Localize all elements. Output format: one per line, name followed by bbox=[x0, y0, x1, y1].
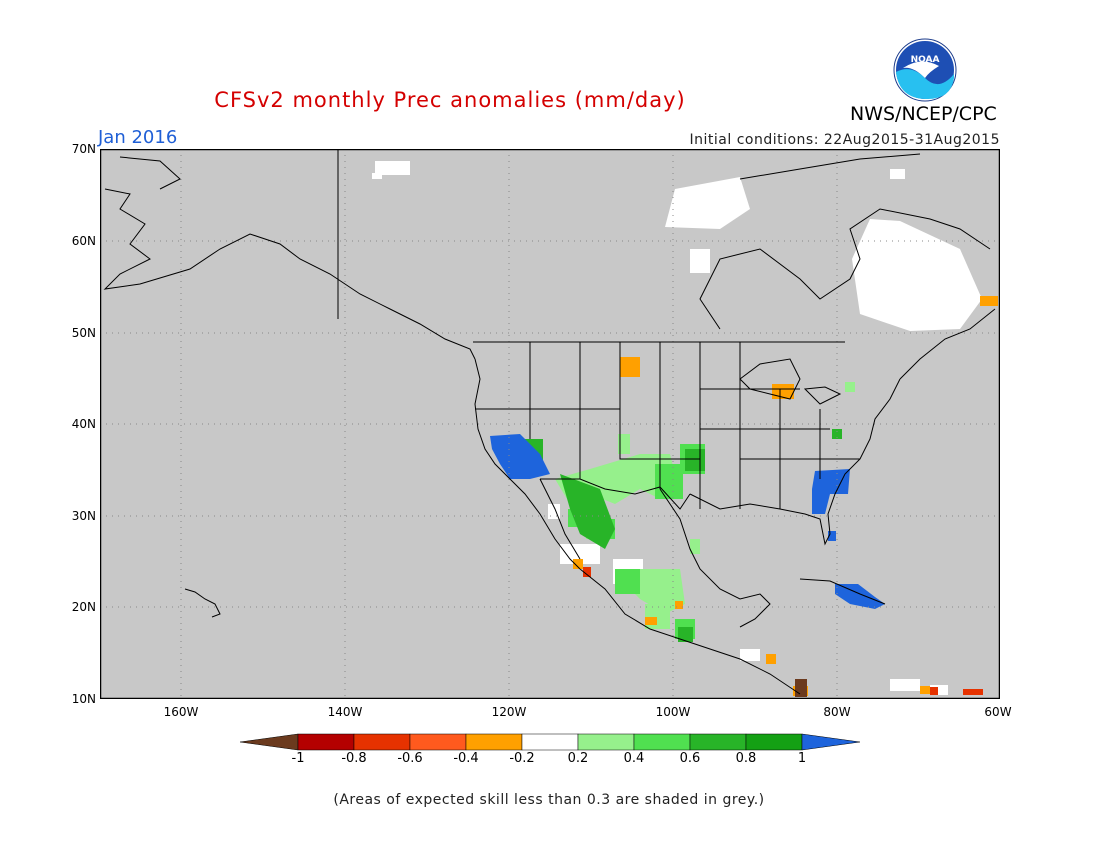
map-title: CFSv2 monthly Prec anomalies (mm/day) bbox=[214, 88, 686, 112]
legend-swatch bbox=[689, 733, 747, 751]
legend-swatch bbox=[297, 733, 355, 751]
svg-text:NOAA: NOAA bbox=[911, 55, 940, 65]
skill-footnote: (Areas of expected skill less than 0.3 a… bbox=[333, 792, 765, 808]
anomaly-orange-regions bbox=[573, 296, 998, 696]
initial-conditions: Initial conditions: 22Aug2015-31Aug2015 bbox=[689, 132, 1000, 148]
lat-label: 70N bbox=[71, 142, 96, 156]
lat-label: 60N bbox=[71, 234, 96, 248]
lon-label: 120W bbox=[491, 705, 527, 719]
lat-label: 30N bbox=[71, 509, 96, 523]
legend-swatch bbox=[745, 733, 803, 751]
lat-label: 10N bbox=[71, 692, 96, 706]
political-borders bbox=[337, 149, 860, 510]
agency-label: NWS/NCEP/CPC bbox=[850, 103, 997, 125]
lon-label: 60W bbox=[984, 705, 1012, 719]
legend-swatch bbox=[801, 733, 860, 751]
legend-label: 0.2 bbox=[567, 751, 589, 766]
precipitation-anomaly-map bbox=[100, 149, 1000, 699]
lat-label: 50N bbox=[71, 326, 96, 340]
coastlines bbox=[103, 153, 996, 695]
noaa-logo-icon: NOAA bbox=[893, 38, 957, 102]
legend-swatch bbox=[577, 733, 635, 751]
legend-label: -0.4 bbox=[453, 751, 479, 766]
anomaly-blue-regions bbox=[490, 434, 885, 609]
legend-swatch bbox=[409, 733, 467, 751]
map-frame bbox=[100, 149, 1000, 699]
legend-swatch bbox=[633, 733, 691, 751]
color-legend-bar bbox=[240, 733, 860, 751]
legend-swatch bbox=[240, 733, 299, 751]
map-gridlines bbox=[100, 149, 1000, 699]
legend-label: -0.6 bbox=[397, 751, 423, 766]
legend-label: 0.6 bbox=[679, 751, 701, 766]
legend-label: -0.8 bbox=[341, 751, 367, 766]
forecast-month: Jan 2016 bbox=[98, 127, 178, 148]
lat-label: 40N bbox=[71, 417, 96, 431]
legend-swatch bbox=[521, 733, 579, 751]
anomaly-white-regions bbox=[372, 161, 982, 695]
lat-label: 20N bbox=[71, 600, 96, 614]
lon-label: 100W bbox=[655, 705, 691, 719]
legend-label: -0.2 bbox=[509, 751, 535, 766]
legend-label: 0.4 bbox=[623, 751, 645, 766]
legend-label: 0.8 bbox=[735, 751, 757, 766]
lon-label: 80W bbox=[823, 705, 851, 719]
legend-label: -1 bbox=[291, 751, 305, 766]
lon-label: 160W bbox=[163, 705, 199, 719]
legend-swatch bbox=[465, 733, 523, 751]
lon-label: 140W bbox=[327, 705, 363, 719]
legend-swatch bbox=[353, 733, 411, 751]
legend-label: 1 bbox=[797, 751, 807, 766]
